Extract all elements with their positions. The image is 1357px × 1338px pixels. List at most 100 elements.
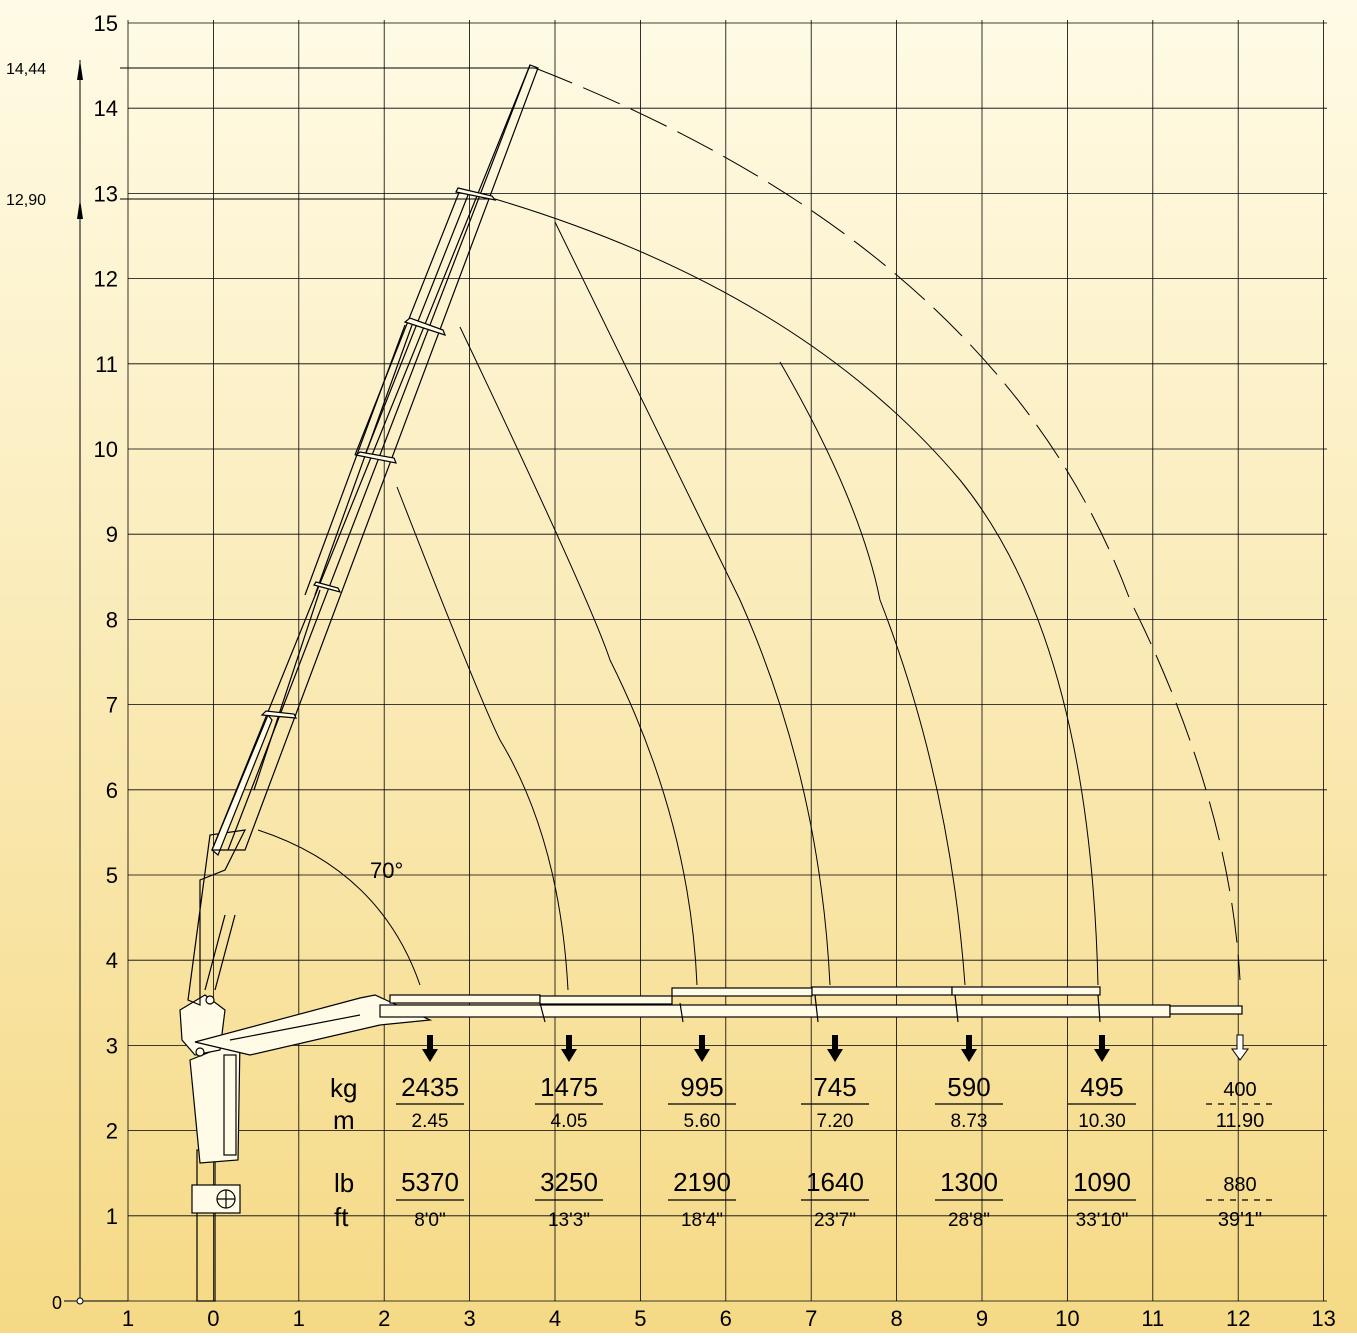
horizontal-jib-1: [379, 1004, 1171, 1018]
x-tick-label: 4: [549, 1306, 561, 1331]
x-tick-label: 9: [976, 1306, 988, 1331]
load-column: 745 7.20 1640 23'7": [801, 1035, 869, 1231]
load-lb-value: 3250: [540, 1167, 598, 1197]
y-tick-label: 11: [95, 352, 118, 377]
load-ft-value: 23'7": [814, 1210, 856, 1231]
lift-cylinder: [223, 1054, 237, 1156]
y-tick-label: 7: [106, 693, 118, 718]
load-arrow-outline-icon: [1231, 1034, 1249, 1061]
horizontal-telescope-1: [389, 994, 541, 1004]
load-arrow-icon: [561, 1035, 577, 1062]
load-arrow-icon: [827, 1035, 843, 1062]
unit-m-label: m: [333, 1105, 355, 1135]
x-tick-label: 6: [720, 1306, 732, 1331]
crane: [179, 64, 1243, 1302]
y-tick-label: 6: [106, 778, 118, 803]
horizontal-telescope-4: [811, 986, 953, 996]
load-kg-value: 400: [1223, 1079, 1256, 1101]
load-arrow-icon: [422, 1035, 438, 1062]
load-m-value: 10.30: [1078, 1111, 1126, 1132]
grid: [127, 20, 1327, 1302]
load-ft-value: 13'3": [548, 1210, 590, 1231]
y-tick-label: 10: [94, 437, 118, 462]
reach-curve-4: [779, 361, 966, 986]
load-lb-value: 1090: [1073, 1167, 1131, 1197]
load-kg-value: 995: [680, 1072, 723, 1102]
y-tick-label: 8: [106, 607, 118, 632]
load-lb-value: 5370: [401, 1167, 459, 1197]
load-column: 995 5.60 2190 18'4": [668, 1035, 736, 1231]
unit-ft-label: ft: [334, 1202, 349, 1232]
load-m-value: 11.90: [1216, 1110, 1265, 1132]
max-height-label: 14,44: [6, 61, 46, 78]
x-tick-label: 2: [378, 1306, 390, 1331]
load-ft-value: 33'10": [1076, 1210, 1129, 1231]
horizontal-telescope-5: [951, 986, 1101, 996]
y-tick-label: 12: [94, 267, 118, 292]
x-tick-label: 3: [463, 1306, 475, 1331]
reach-curve-1: [396, 486, 569, 991]
unit-kg-label: kg: [330, 1073, 357, 1103]
main-boom-cylinder: [187, 829, 247, 1006]
x-tick-label: 13: [1311, 1306, 1335, 1331]
load-kg-value: 2435: [401, 1072, 459, 1102]
y-tick-label: 4: [106, 948, 118, 973]
outer-boom: [194, 994, 433, 1056]
load-m-value: 5.60: [684, 1111, 721, 1132]
load-lb-value: 1640: [806, 1167, 864, 1197]
reach-curve-3: [554, 221, 831, 986]
load-column: 495 10.30 1090 33'10": [1068, 1035, 1136, 1231]
load-ft-value: 39'1": [1218, 1209, 1262, 1231]
y-tick-label: 15: [94, 11, 118, 36]
load-m-value: 7.20: [817, 1111, 854, 1132]
load-ft-value: 18'4": [681, 1210, 723, 1231]
boom-angle-label: 70°: [370, 858, 403, 883]
load-column: 2435 2.45 5370 8'0": [396, 1035, 464, 1231]
x-tick-label: 1: [293, 1306, 305, 1331]
x-tick-label: 0: [207, 1306, 219, 1331]
reach-envelope: [257, 67, 1241, 991]
x-tick-label: 1: [122, 1306, 134, 1331]
x-tick-label: 11: [1141, 1306, 1164, 1331]
y-tick-label: 3: [106, 1033, 118, 1058]
load-ft-value: 28'8": [948, 1210, 990, 1231]
reach-curve-2: [459, 326, 698, 986]
load-kg-value: 590: [947, 1072, 990, 1102]
load-column: 400 11.90 880 39'1": [1206, 1034, 1274, 1231]
load-m-value: 4.05: [551, 1111, 588, 1132]
load-ft-value: 8'0": [414, 1210, 446, 1231]
load-arrow-icon: [1094, 1035, 1110, 1062]
angle-arc: [257, 829, 421, 986]
load-column: 590 8.73 1300 28'8": [935, 1035, 1003, 1231]
load-kg-value: 745: [813, 1072, 856, 1102]
origin-label: 0: [52, 1293, 62, 1313]
load-lb-value: 880: [1223, 1174, 1256, 1196]
load-kg-value: 1475: [540, 1072, 598, 1102]
load-m-value: 8.73: [951, 1111, 988, 1132]
y-tick-label: 14: [94, 96, 118, 121]
raised-telescope-1: [211, 713, 273, 856]
x-tick-label: 8: [890, 1306, 902, 1331]
load-lb-value: 1300: [940, 1167, 998, 1197]
y-tick-label: 2: [106, 1119, 118, 1144]
load-arrow-icon: [961, 1035, 977, 1062]
unit-lb-label: lb: [334, 1168, 354, 1198]
load-column: 1475 4.05 3250 13'3": [535, 1035, 603, 1231]
x-tick-label: 7: [805, 1306, 817, 1331]
y-tick-label: 5: [106, 863, 118, 888]
x-tick-label: 10: [1055, 1306, 1079, 1331]
x-tick-label: 5: [634, 1306, 646, 1331]
load-table: 2435 2.45 5370 8'0" 1475 4.05 3250 13'3" 995 5.60…: [396, 1034, 1274, 1231]
y-tick-label: 9: [106, 522, 118, 547]
horizontal-telescope-2: [539, 995, 673, 1005]
x-tick-label: 12: [1226, 1306, 1250, 1331]
load-m-value: 2.45: [412, 1111, 449, 1132]
height-dimension: [64, 60, 535, 1305]
y-tick-label: 1: [106, 1204, 118, 1229]
load-lb-value: 2190: [673, 1167, 731, 1197]
load-arrow-icon: [694, 1035, 710, 1062]
standard-envelope: [494, 198, 1099, 986]
